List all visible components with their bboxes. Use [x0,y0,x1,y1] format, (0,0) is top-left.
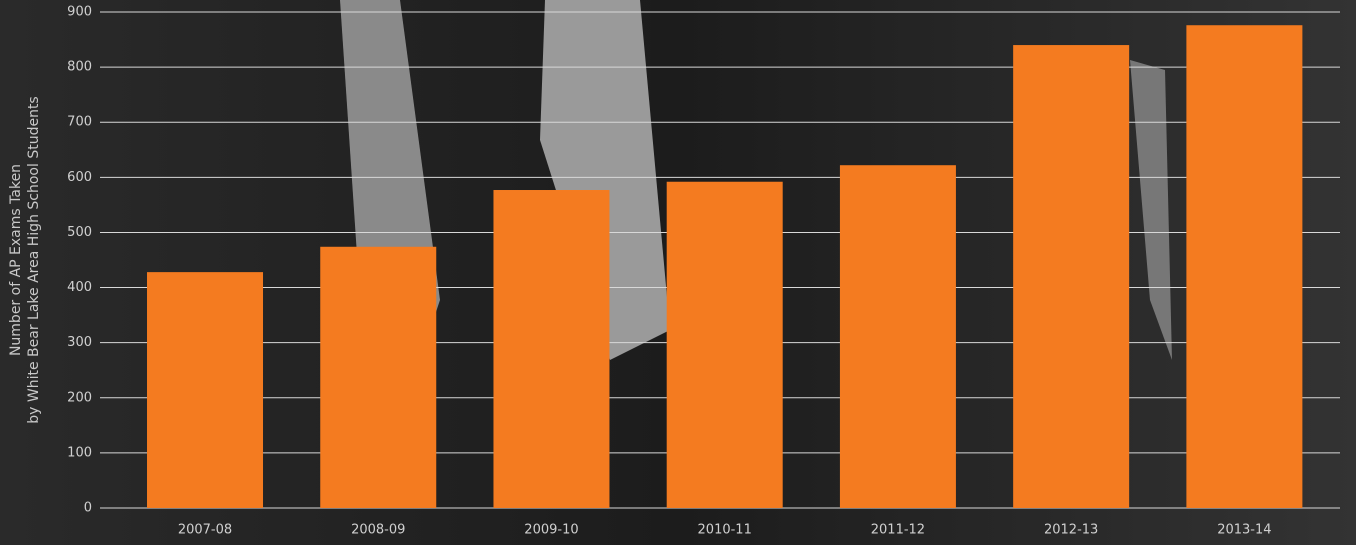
bar [1186,25,1303,509]
x-tick-label: 2009-10 [524,523,578,538]
y-tick-label: 700 [67,115,92,130]
bar [666,181,783,508]
y-tick-label: 400 [67,280,92,295]
x-tick-label: 2011-12 [871,523,925,538]
bar [320,246,437,509]
x-tick-label: 2008-09 [351,523,405,538]
y-tick-label: 100 [67,445,92,460]
y-tick-label: 300 [67,335,92,350]
bar [1013,45,1130,509]
x-tick-label: 2010-11 [698,523,752,538]
x-tick-label: 2013-14 [1217,523,1271,538]
y-tick-label: 0 [84,501,92,516]
y-axis-title: Number of AP Exams Taken by White Bear L… [8,96,42,423]
y-tick-label: 500 [67,225,92,240]
bar [147,272,264,508]
photo-stole [1130,60,1172,360]
y-axis-title-line: Number of AP Exams Taken [8,164,24,356]
y-tick-label: 600 [67,170,92,185]
y-tick-label: 200 [67,390,92,405]
y-axis-title-line: by White Bear Lake Area High School Stud… [26,96,42,423]
x-tick-label: 2007-08 [178,523,232,538]
y-tick-label: 800 [67,60,92,75]
x-tick-label: 2012-13 [1044,523,1098,538]
bar [839,165,956,508]
bar [493,190,610,508]
y-tick-label: 900 [67,5,92,20]
photo-stole [540,0,670,360]
